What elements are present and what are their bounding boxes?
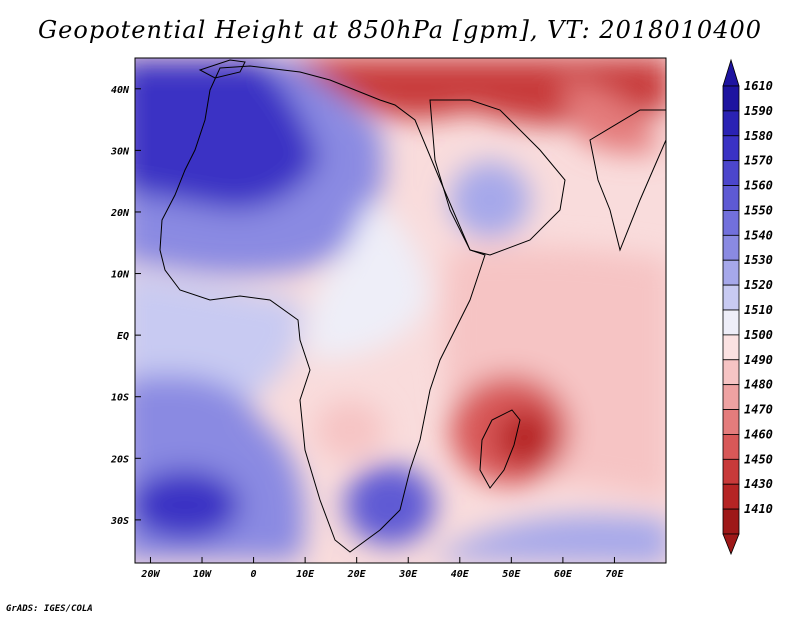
high-south-atlantic-core: [135, 470, 240, 540]
x-tick-label: 10W: [193, 569, 212, 580]
x-tick-label: 40E: [451, 569, 470, 580]
colorbar-max-arrow: [722, 58, 740, 87]
colorbar-label: 1470: [744, 403, 773, 417]
grads-credit: GrADS: IGES/COLA: [6, 604, 93, 614]
colorbar-label: 1570: [744, 154, 773, 168]
colorbar-label: 1410: [744, 502, 773, 516]
low-madagascar-core: [497, 410, 553, 466]
colorbar-swatch: [722, 284, 740, 311]
colorbar-label: 1560: [744, 179, 773, 193]
colorbar-min-arrow: [722, 533, 740, 556]
colorbar-label: 1610: [744, 79, 773, 93]
colorbar-swatch: [722, 135, 740, 162]
colorbar-swatch: [722, 409, 740, 435]
map-frame: [134, 57, 667, 564]
colorbar-label: 1580: [744, 129, 773, 143]
india-coastline: [589, 109, 666, 252]
colorbar-label: 1450: [744, 452, 773, 466]
colorbar: 1610 1590 1580 1570 1560 1550 1540 1530 1520 1510…: [722, 58, 773, 556]
colorbar-swatch: [722, 259, 740, 286]
high-south-africa: [345, 465, 435, 545]
arabia-coastline: [429, 99, 566, 256]
x-tick-label: 10E: [296, 569, 315, 580]
x-tick-label: 50E: [502, 569, 521, 580]
colorbar-swatch: [722, 458, 740, 485]
y-tick-label: 40N: [111, 85, 130, 96]
colorbar-label: 1490: [744, 353, 773, 367]
chart-title: Geopotential Height at 850hPa [gpm], VT:…: [38, 16, 762, 44]
y-tick-label: 20S: [110, 454, 129, 465]
colorbar-swatch: [722, 234, 740, 261]
geopotential-field: [135, 58, 666, 563]
low-iran: [560, 80, 660, 154]
y-tick-label: 10N: [111, 270, 130, 281]
colorbar-swatch: [722, 110, 740, 137]
high-arabia: [450, 162, 530, 238]
colorbar-swatch: [722, 334, 740, 361]
y-tick-label: EQ: [117, 331, 129, 342]
iberia-coastline: [198, 59, 246, 79]
colorbar-swatch: [722, 508, 740, 535]
x-tick-label: 70E: [605, 569, 624, 580]
colorbar-swatch: [722, 160, 740, 186]
x-tick-label: 30E: [398, 569, 418, 580]
colorbar-swatch: [722, 210, 740, 236]
colorbar-label: 1430: [744, 477, 773, 491]
colorbar-label: 1460: [744, 427, 773, 441]
x-tick-label: 20W: [140, 569, 160, 580]
longitude-axis: 20W 10W 0 10E 20E 30E 40E 50E 60E 70E: [140, 557, 624, 580]
y-tick-label: 30N: [110, 146, 130, 157]
x-tick-label: 60E: [554, 569, 573, 580]
colorbar-label: 1500: [744, 328, 773, 342]
x-tick-label: 20E: [347, 569, 367, 580]
y-tick-label: 10S: [111, 393, 129, 404]
colorbar-label: 1540: [744, 228, 773, 242]
colorbar-swatch: [722, 483, 740, 510]
colorbar-swatch: [722, 85, 740, 112]
madagascar-coastline: [479, 409, 521, 489]
latitude-axis: 40N 30N 20N 10N EQ 10S 20S 30S: [110, 85, 141, 527]
colorbar-swatch: [722, 309, 740, 336]
neutral-central-africa: [308, 200, 430, 360]
colorbar-label: 1590: [744, 104, 773, 118]
africa-coastline: [159, 65, 486, 553]
colorbar-swatch: [722, 434, 740, 460]
low-southern-africa: [315, 400, 385, 460]
y-tick-label: 20N: [110, 208, 130, 219]
coastlines: [159, 59, 666, 553]
colorbar-label: 1510: [744, 303, 773, 317]
high-sahara-core: [135, 60, 320, 210]
colorbar-label: 1520: [744, 278, 773, 292]
colorbar-label: 1530: [744, 253, 773, 267]
colorbar-label: 1480: [744, 378, 773, 392]
colorbar-label: 1550: [744, 203, 773, 217]
colorbar-swatch: [722, 359, 740, 386]
colorbar-swatch: [722, 384, 740, 410]
colorbar-swatch: [722, 185, 740, 211]
x-tick-label: 0: [251, 569, 257, 580]
y-tick-label: 30S: [110, 516, 129, 527]
high-southern-ocean: [430, 515, 666, 563]
